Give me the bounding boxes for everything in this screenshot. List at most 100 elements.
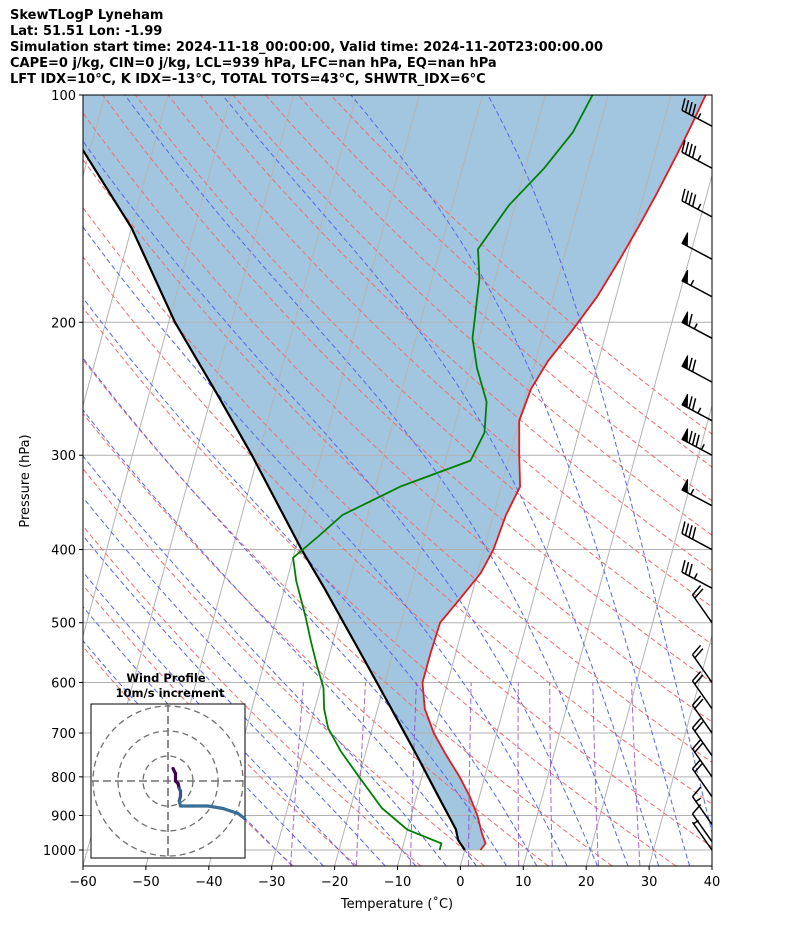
wind-barb-feather <box>694 742 704 753</box>
isotherm-line <box>83 95 232 638</box>
wind-barb-feather <box>681 560 686 573</box>
wind-barb-staff <box>691 594 712 624</box>
wind-barb <box>681 560 712 589</box>
wind-barb-staff <box>691 727 712 757</box>
wind-barb-feather <box>684 561 690 575</box>
moist-adiabat <box>83 140 598 866</box>
dry-adiabat <box>83 112 712 723</box>
moist-adiabat <box>83 297 538 866</box>
wind-barb-half-feather <box>690 488 695 495</box>
wind-barb-feather <box>694 721 704 732</box>
parcel-profile-line <box>83 148 466 851</box>
x-tick-label: 10 <box>515 875 532 890</box>
dry-adiabat <box>83 412 549 866</box>
dewpoint-profile-line <box>292 95 594 851</box>
mixing-ratio-line <box>355 682 366 866</box>
wind-barb-pennant <box>681 232 689 247</box>
wind-barb <box>681 521 712 551</box>
y-tick-label: 300 <box>51 449 76 464</box>
dry-adiabat <box>83 525 422 866</box>
dry-adiabat <box>83 158 712 764</box>
x-tick-label: 20 <box>578 875 595 890</box>
wind-barb-feather <box>691 432 697 446</box>
wind-barb-staff <box>691 768 712 798</box>
wind-barb-feather <box>684 190 690 203</box>
temperature-profile-line <box>421 95 707 851</box>
isotherm-line <box>648 633 712 866</box>
wind-barb <box>691 819 712 851</box>
wind-barb-feather <box>681 521 686 534</box>
wind-barb-feather <box>691 145 697 159</box>
dry-adiabat <box>200 95 712 572</box>
dry-adiabats <box>83 95 712 866</box>
hodograph-trace <box>171 766 245 821</box>
x-axis-label: Temperature (˚C) <box>340 896 453 912</box>
isotherm-line <box>397 95 609 866</box>
dry-adiabat <box>83 468 485 866</box>
wind-barb-pennant <box>681 393 689 409</box>
dry-adiabat <box>265 95 712 502</box>
x-axis-ticks: −60 −50 −40 −30 −20 −10 0 10 20 30 40 <box>69 866 720 890</box>
dry-adiabat <box>83 584 358 866</box>
x-tick-label: −40 <box>195 875 222 890</box>
wind-barb <box>681 393 712 422</box>
wind-barb-feather <box>691 717 702 729</box>
wind-barb-feather <box>691 359 697 372</box>
chart-title: SkewTLogP Lyneham <box>10 8 164 23</box>
y-tick-label: 200 <box>51 316 76 331</box>
hodograph-subtitle: 10m/s increment <box>116 686 225 700</box>
wind-barb-feather <box>688 430 693 444</box>
mixing-ratio-lines <box>290 682 641 866</box>
moist-adiabat <box>124 95 629 866</box>
x-tick-label: −10 <box>384 875 411 890</box>
wind-barb-feather <box>691 759 702 770</box>
wind-barb-feather <box>691 398 697 411</box>
hodograph-segment <box>236 811 245 821</box>
dry-adiabat <box>83 256 712 848</box>
moist-adiabat <box>350 95 691 866</box>
wind-barb-feather <box>691 103 697 117</box>
wind-barb-pennant <box>681 355 689 370</box>
wind-barb-staff <box>681 151 712 169</box>
wind-barb-staff <box>691 680 712 710</box>
x-tick-label: 30 <box>641 875 658 890</box>
wind-barb-staff <box>681 571 712 589</box>
wind-barb <box>681 428 712 456</box>
mixing-ratio-line <box>290 682 304 866</box>
y-tick-label: 600 <box>51 677 76 692</box>
wind-barb-half-feather <box>700 443 705 450</box>
wind-barb-half-feather <box>697 155 702 162</box>
isotherm-line <box>271 95 483 866</box>
wind-barb <box>681 355 712 383</box>
x-tick-label: 0 <box>456 875 464 890</box>
wind-barb-pennant <box>681 478 689 494</box>
moist-adiabat <box>487 95 712 835</box>
isotherm-line <box>334 95 546 866</box>
dry-adiabat <box>102 95 712 684</box>
cape-cin-shading <box>83 95 706 850</box>
y-axis-label: Pressure (hPa) <box>18 434 33 527</box>
mixing-ratio-line <box>549 682 553 866</box>
y-tick-label: 800 <box>51 771 76 786</box>
wind-barb-feather <box>688 313 693 327</box>
moist-adiabat <box>83 571 355 866</box>
wind-barb-staff <box>691 654 712 683</box>
wind-barb-feather <box>694 762 704 773</box>
wind-barb-staff <box>681 200 712 218</box>
hodograph-segment <box>206 804 225 811</box>
cin-area <box>83 95 706 850</box>
hodograph-title: Wind Profile <box>126 671 206 685</box>
wind-barb-pennant <box>681 311 689 326</box>
moist-adiabat <box>83 226 568 866</box>
isotherm-line <box>522 173 712 866</box>
isotherm-line <box>585 403 712 866</box>
wind-barb <box>691 717 712 757</box>
wind-barb-feather <box>684 523 690 536</box>
wind-barb <box>681 98 712 127</box>
wind-barb <box>681 269 712 298</box>
wind-barb <box>681 478 712 507</box>
wind-barb-staff <box>681 109 712 127</box>
simulation-times: Simulation start time: 2024-11-18_00:00:… <box>10 40 603 55</box>
wind-barb-staff <box>691 813 712 843</box>
mixing-ratio-line <box>468 682 472 866</box>
